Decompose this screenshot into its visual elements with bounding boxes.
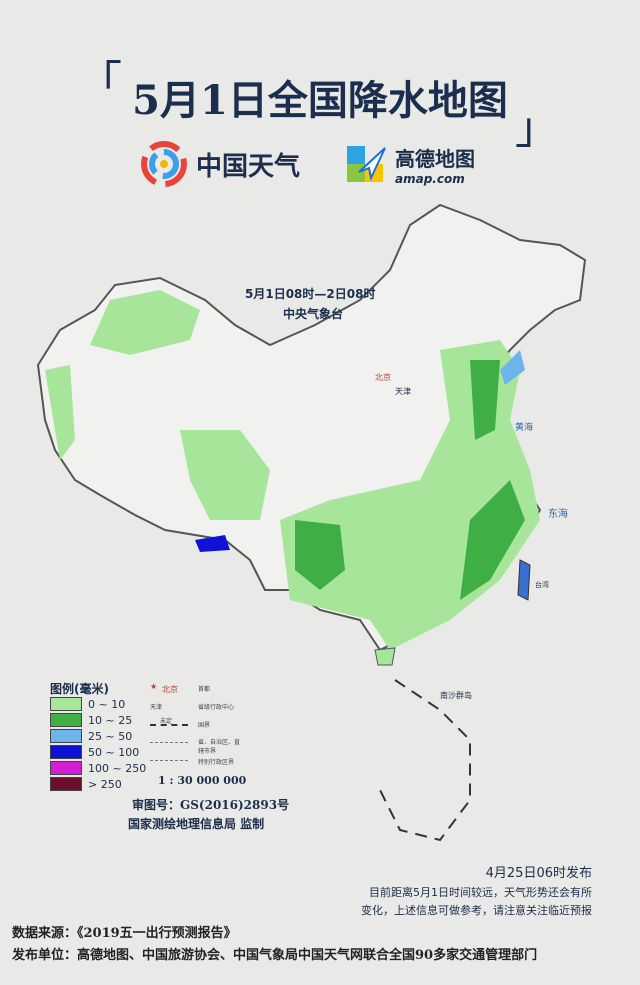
- legend-label: 50 ~ 100: [88, 745, 140, 759]
- weather-cn-name: 中国天气: [196, 151, 301, 182]
- weather-swirl-icon: [141, 141, 187, 187]
- approval-number: 审图号：GS(2016)2893号: [132, 798, 290, 812]
- legend-item: 100 ~ 250: [50, 761, 146, 775]
- rain-10-25-southeast: [460, 480, 525, 600]
- label-beijing: 北京: [375, 373, 391, 382]
- legend-symbol-desc: 省级行政中心: [198, 704, 235, 711]
- legend-swatch: [50, 729, 82, 743]
- legend-swatch: [50, 713, 82, 727]
- capital-star-icon: ★: [150, 682, 158, 691]
- legend-item: 10 ~ 25: [50, 713, 132, 727]
- legend-symbol-desc: 特别行政区界: [198, 759, 235, 766]
- publisher: 发布单位：高德地图、中国旅游协会、中国气象局中国天气网联合全国90多家交通管理部…: [12, 948, 538, 963]
- legend-item: 25 ~ 50: [50, 729, 132, 743]
- legend-item: 50 ~ 100: [50, 745, 139, 759]
- legend-title: 图例(毫米): [50, 682, 109, 696]
- label-yellow-sea: 黄海: [515, 423, 534, 433]
- legend-label: > 250: [88, 777, 122, 791]
- legend-swatch: [50, 697, 82, 711]
- label-east-sea: 东海: [548, 509, 568, 520]
- data-source: 数据来源：《2019五一出行预测报告》: [12, 926, 237, 941]
- legend-label: 100 ~ 250: [88, 761, 147, 775]
- legend-item: 0 ~ 10: [50, 697, 125, 711]
- south-sea-boundary: [379, 679, 471, 842]
- amap-name: 高德地图: [395, 146, 475, 171]
- legend-swatch: [50, 761, 82, 775]
- rain-10-25-southwest: [295, 520, 345, 590]
- legend-symbol-sample: 北京: [162, 685, 178, 694]
- province-border-line: [150, 742, 188, 743]
- legend-symbol-desc: 国界: [198, 722, 211, 729]
- legend-symbol-desc: 省、自治区、直辖市界: [198, 739, 241, 755]
- release-note-line1: 目前距离5月1日时间较远，天气形势还会有所: [369, 886, 592, 899]
- map-time-range: 5月1日08时—2日08时: [245, 287, 376, 301]
- rain-50-100-tibet: [195, 535, 230, 552]
- weather-cn-logo: 中国天气: [140, 140, 300, 188]
- legend-label: 10 ~ 25: [88, 713, 133, 727]
- rain-10-25-east: [470, 360, 500, 440]
- page-title: 5月1日全国降水地图: [132, 77, 508, 124]
- legend-symbol-sample: 天津: [150, 704, 163, 711]
- map-issuer: 中央气象台: [283, 307, 344, 321]
- taiwan-island: [517, 559, 531, 601]
- rain-25-50-liaoning: [500, 350, 525, 385]
- legend-label: 25 ~ 50: [88, 729, 133, 743]
- rain-0-10-tibet: [180, 430, 270, 520]
- rain-0-10-west: [45, 365, 75, 460]
- national-border-line: [150, 724, 188, 726]
- rain-0-10-xinjiang: [90, 290, 200, 355]
- label-south-sea-islands: 南沙群岛: [440, 691, 472, 700]
- map-scale: 1 : 30 000 000: [158, 774, 247, 787]
- legend-item: > 250: [50, 777, 122, 791]
- label-taiwan: 台湾: [535, 581, 549, 589]
- legend-swatch: [50, 777, 82, 791]
- title-bracket-left: 「: [78, 57, 122, 108]
- legend-symbol-desc: 首都: [198, 686, 211, 693]
- sar-border-line: [150, 760, 188, 761]
- legend-symbol-sample: 未定: [160, 718, 173, 725]
- amap-icon: [347, 146, 386, 182]
- legend-swatch: [50, 745, 82, 759]
- legend-label: 0 ~ 10: [88, 697, 126, 711]
- release-time: 4月25日06时发布: [485, 866, 592, 881]
- title-bracket-right: 」: [515, 103, 559, 154]
- label-tianjin: 天津: [395, 387, 411, 396]
- hainan-island: [374, 647, 396, 666]
- approval-agency: 国家测绘地理信息局 监制: [128, 817, 265, 831]
- release-note-line2: 变化，上述信息可做参考，请注意关注临近预报: [361, 904, 592, 917]
- amap-logo: 高德地图 amap.com: [345, 142, 475, 186]
- amap-url: amap.com: [395, 171, 465, 186]
